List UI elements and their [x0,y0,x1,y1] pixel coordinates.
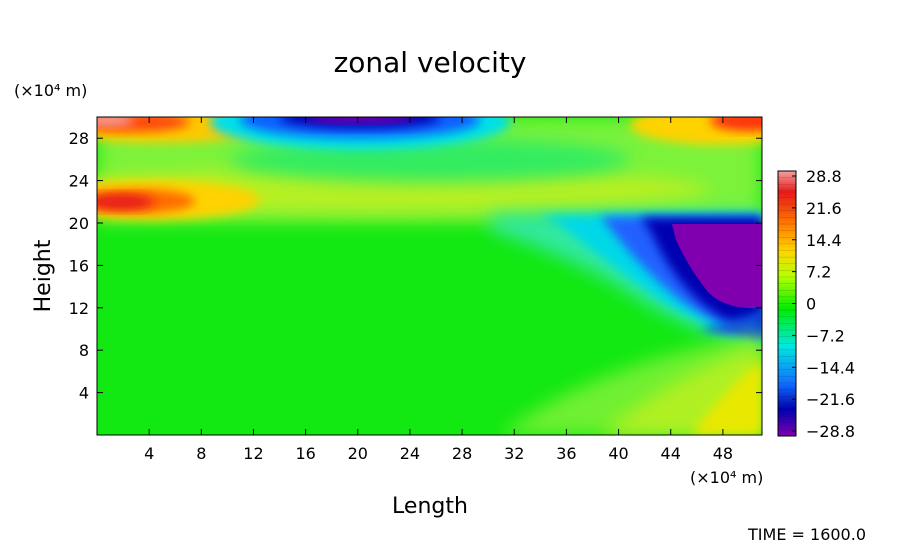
x-tick-label: 48 [713,444,733,463]
velocity-field [97,117,762,435]
plot-frame [96,116,763,436]
colorbar-ticks: 28.8 21.6 14.4 7.2 0 −7.2 −14.4 −21.6 −28.8 [792,167,855,441]
x-tick-label: 28 [452,444,472,463]
x-tick-label: 32 [504,444,524,463]
y-axis-unit: (×10⁴ m) [14,81,87,100]
heatmap-blob [97,117,134,126]
x-tick-label: 36 [556,444,576,463]
time-label: TIME = 1600.0 [747,525,866,544]
x-axis-label: Length [392,494,468,519]
x-tick-label: 16 [295,444,315,463]
colorbar-gradient [778,171,796,436]
x-tick-label: 8 [196,444,206,463]
colorbar-tick-label: 21.6 [806,199,842,218]
colorbar-tick-label: −7.2 [806,326,845,345]
chart-title: zonal velocity [334,46,527,79]
heatmap-blob [710,117,762,131]
plot-area [96,116,763,436]
heatmap-blob [672,224,762,309]
colorbar-tick-label: 28.8 [806,167,842,186]
colorbar-tick-label: 14.4 [806,231,842,250]
y-tick-label: 16 [69,256,89,275]
heatmap-blob [305,117,415,123]
colorbar-level-lines [778,177,796,430]
y-axis-label: Height [31,239,56,312]
heatmap-blob [97,194,154,210]
colorbar: 28.8 21.6 14.4 7.2 0 −7.2 −14.4 −21.6 −28.8 [777,167,855,441]
y-tick-label: 4 [79,384,89,403]
x-tick-label: 20 [348,444,368,463]
colorbar-tick-label: −28.8 [806,422,855,441]
x-axis-unit: (×10⁴ m) [690,468,763,487]
colorbar-tick-label: 0 [806,295,816,314]
y-tick-label: 12 [69,299,89,318]
y-tick-label: 20 [69,214,89,233]
colorbar-tick-label: −21.6 [806,390,855,409]
x-tick-label: 4 [144,444,154,463]
colorbar-tick-label: 7.2 [806,263,831,282]
x-tick-label: 12 [243,444,263,463]
colorbar-tick-label: −14.4 [806,358,855,377]
x-tick-label: 24 [400,444,420,463]
x-tick-label: 40 [608,444,628,463]
y-axis-ticks: 4 8 12 16 20 24 28 [69,129,762,403]
heatmap-blob [700,310,762,340]
heatmap-blob [690,360,762,435]
y-tick-label: 28 [69,129,89,148]
y-tick-label: 24 [69,172,89,191]
x-axis-ticks: 4 8 12 16 20 24 28 32 36 40 44 48 [144,117,733,463]
y-tick-label: 8 [79,341,89,360]
x-tick-label: 44 [661,444,681,463]
